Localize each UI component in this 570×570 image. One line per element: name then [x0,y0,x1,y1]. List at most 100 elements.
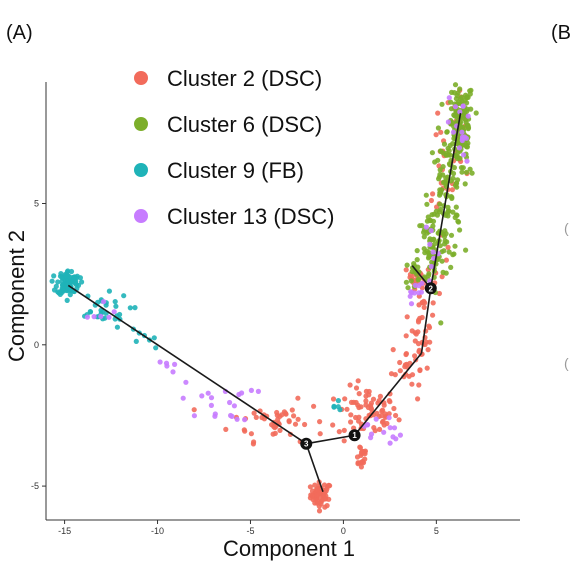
data-point [452,243,458,249]
data-point [409,290,415,296]
branch-point-marker [300,437,313,450]
data-point [377,426,383,432]
legend-background [120,198,370,232]
data-point [453,204,459,210]
data-point [348,419,354,425]
data-point [317,419,323,425]
data-point [424,365,430,371]
data-point [49,278,55,284]
data-point [403,333,409,339]
data-point [291,413,297,419]
data-point [250,441,256,447]
data-point [473,110,479,116]
data-point [421,234,427,240]
data-point [391,405,397,412]
data-point [77,275,83,281]
data-point [415,341,422,347]
data-point [314,486,320,492]
data-point [467,166,473,172]
data-point [454,184,460,190]
data-point [172,361,178,367]
data-point [208,402,214,408]
data-point [311,403,317,409]
data-point [427,339,433,345]
data-point [448,99,454,105]
data-point [448,232,455,238]
data-point [336,429,342,435]
branch-point-marker [424,282,437,295]
data-point [231,403,237,409]
data-point [450,141,456,147]
data-point [316,508,323,514]
data-point [412,282,418,288]
legend-swatch [134,209,148,223]
y-tick-label: -5 [31,481,39,491]
data-point [457,227,463,233]
data-point [381,429,387,435]
data-point [446,249,452,255]
data-point [417,367,423,374]
data-point [452,104,459,110]
data-point [114,324,120,330]
data-point [416,290,422,296]
data-point [251,410,257,416]
data-point [365,422,371,428]
legend-swatch [134,71,148,85]
data-point [445,152,452,158]
y-axis-title: Component 2 [4,230,29,362]
data-point [191,407,197,413]
data-point [436,209,443,215]
data-point [459,129,465,135]
data-point [335,404,341,410]
data-point [408,301,415,307]
data-point [428,263,434,270]
data-point [425,214,431,220]
data-point [199,393,205,399]
data-point [437,167,443,173]
data-point [429,150,435,156]
data-point [67,292,73,298]
data-point [255,388,261,394]
data-point [465,113,471,119]
data-point [377,393,383,399]
data-point [380,407,386,413]
panel-a-label: (A) [6,22,33,44]
legend-swatch [134,117,148,131]
data-point [456,145,463,151]
data-point [405,285,411,291]
data-point [388,371,395,377]
data-point [239,390,245,396]
data-point [444,129,450,135]
data-point [463,169,470,175]
data-point [133,338,139,344]
data-point [106,288,112,294]
data-point [397,359,403,366]
data-point [312,482,318,488]
data-point [359,451,365,457]
data-point [91,314,97,320]
data-point [368,405,374,411]
x-axis-title: Component 1 [223,536,355,561]
data-point [449,89,455,95]
data-point [368,400,374,406]
data-point [223,426,229,432]
data-point [295,416,301,422]
data-point [273,424,279,430]
data-point [464,158,470,164]
data-point [286,419,292,425]
data-point [439,274,445,280]
data-point [443,257,449,263]
data-point [157,359,163,365]
data-point [132,305,138,311]
data-point [363,398,369,404]
data-point [454,212,460,218]
data-point [435,157,441,163]
data-point [368,431,375,437]
legend-background [120,106,370,140]
data-point [292,421,299,427]
data-point [439,258,445,264]
data-point [423,224,429,230]
data-point [309,488,316,494]
trajectory-layer: 1 2 3 [67,112,462,493]
